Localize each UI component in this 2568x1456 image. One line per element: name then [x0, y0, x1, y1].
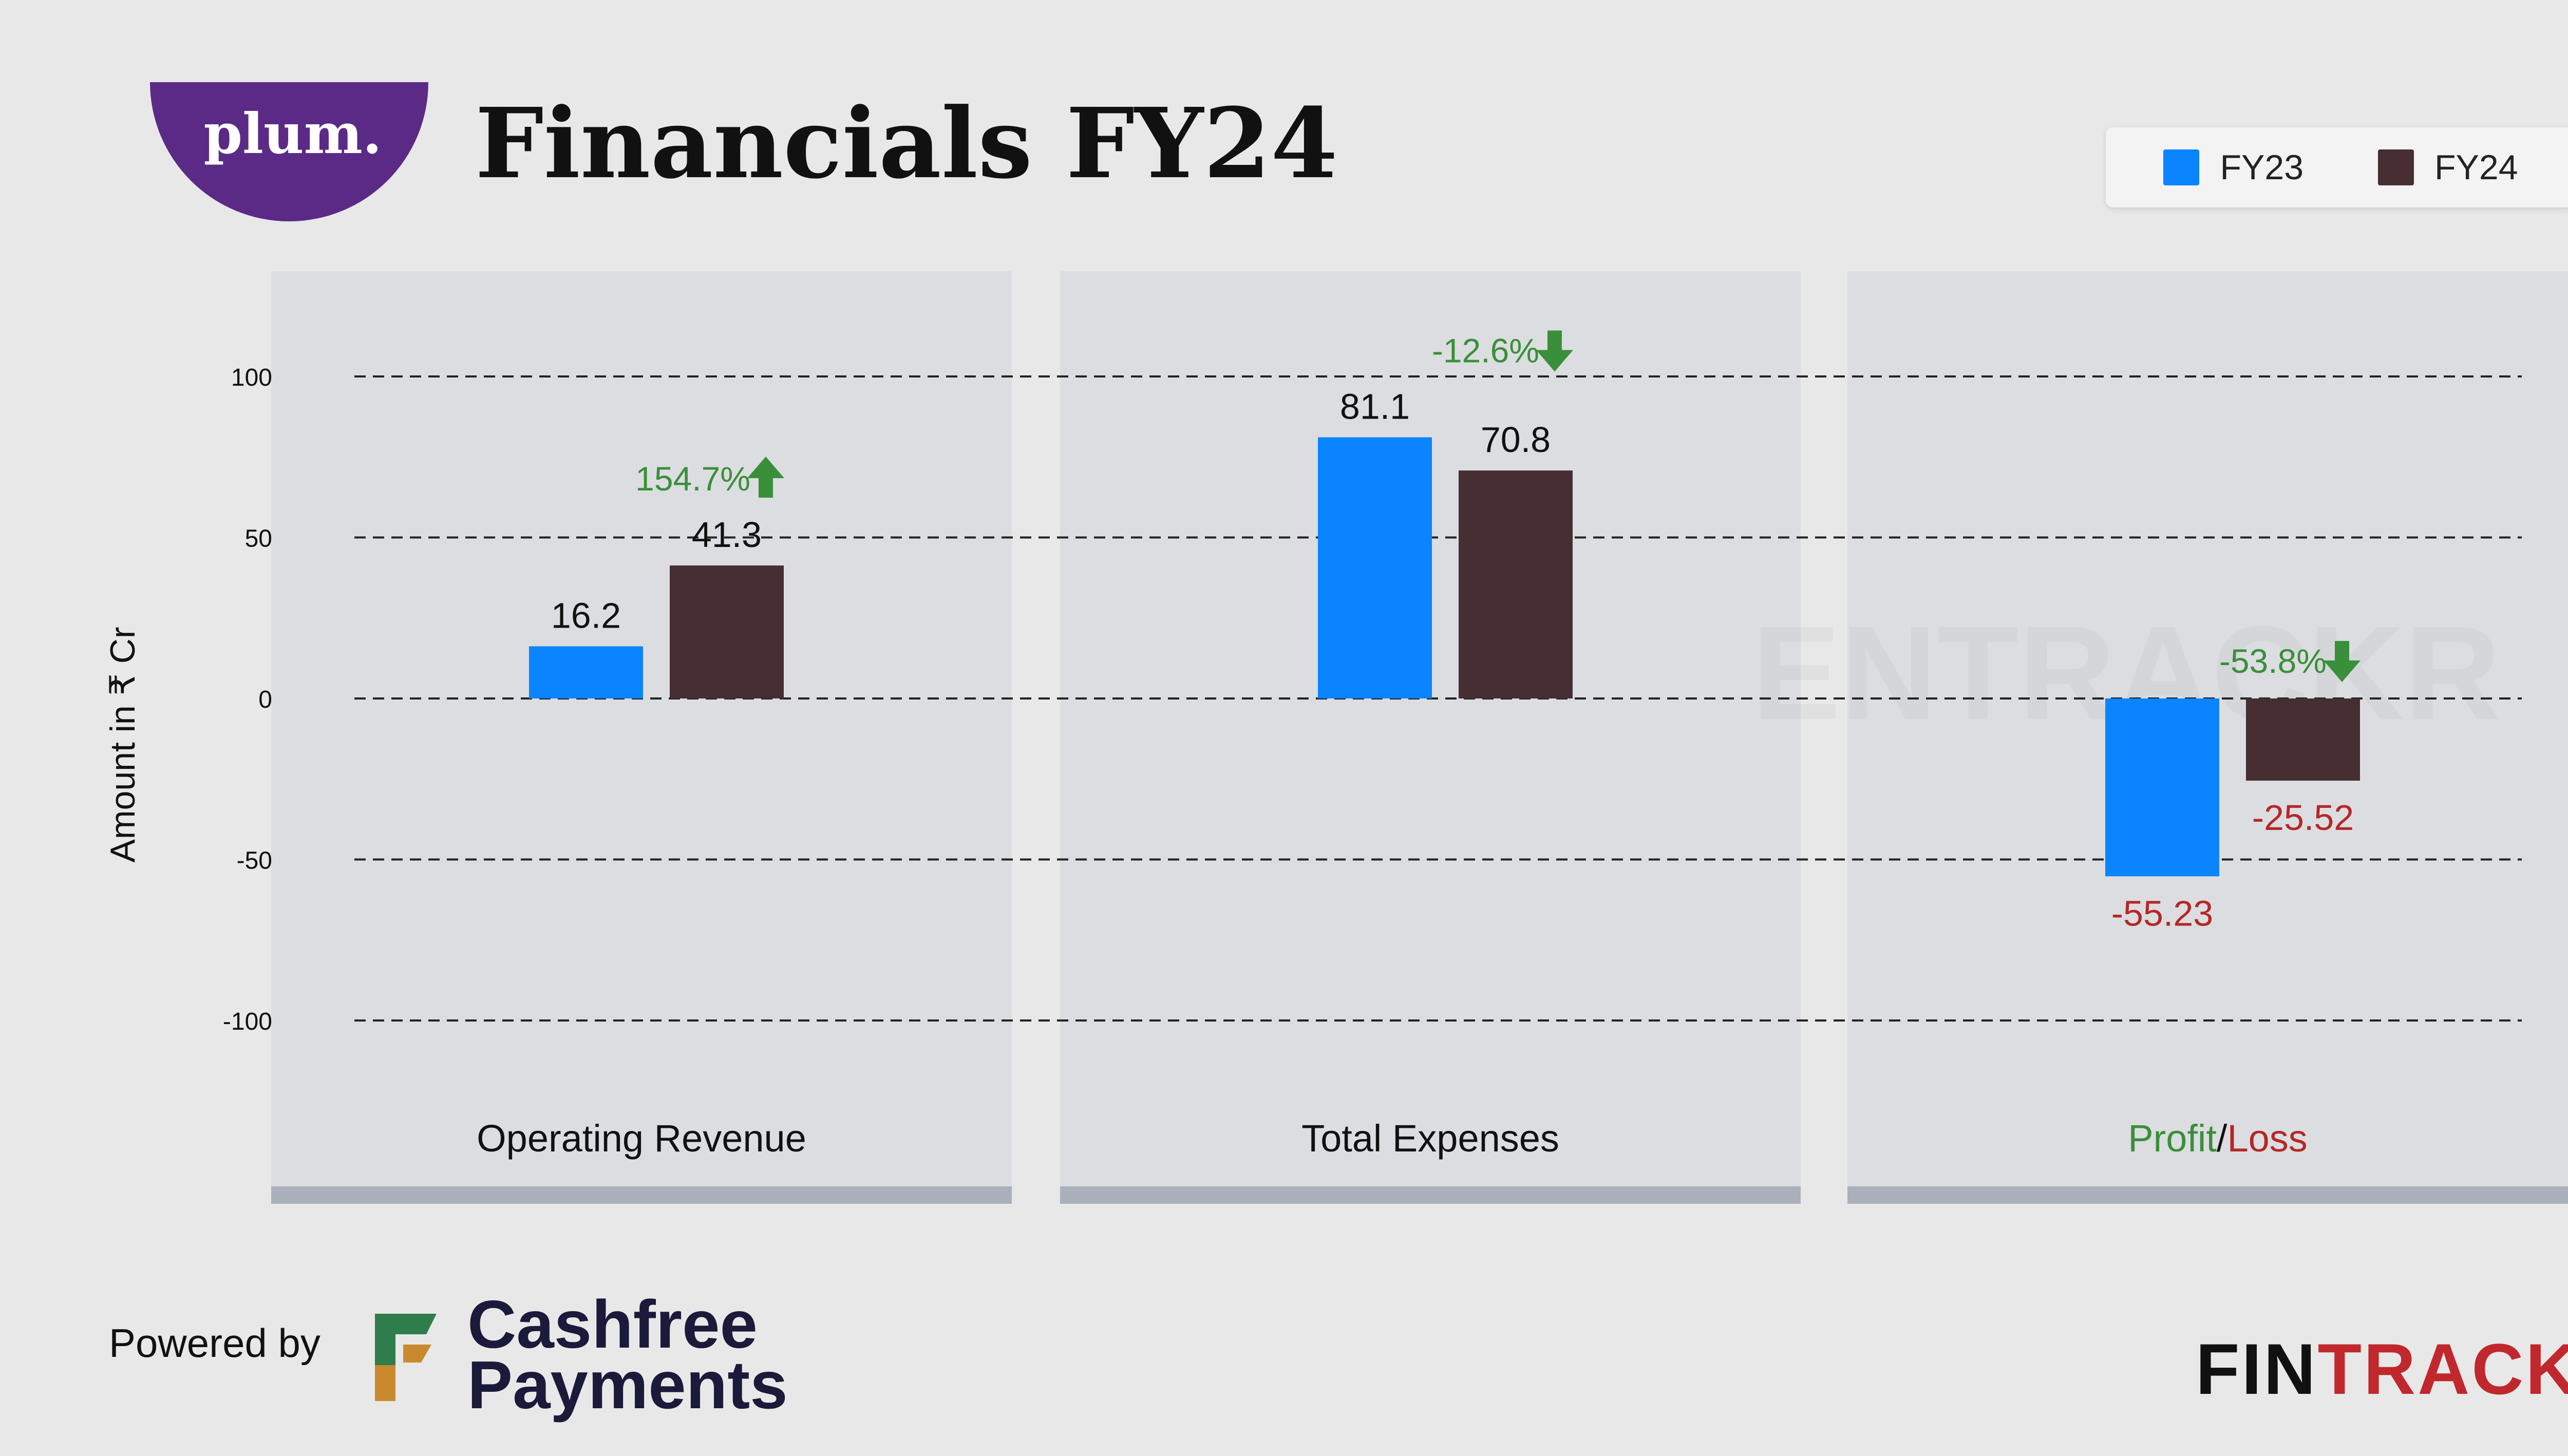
- bar-value-label: 70.8: [1481, 420, 1551, 460]
- bar-fy24: [2246, 698, 2360, 781]
- arrow-up-icon: [747, 457, 784, 498]
- chart-panel: [1060, 271, 1801, 1186]
- change-label: -53.8%: [2219, 642, 2327, 680]
- bar-fy24: [670, 565, 784, 698]
- chart-panel: [271, 271, 1012, 1186]
- bar-value-label: -55.23: [2111, 893, 2213, 933]
- bar-fy23: [1318, 437, 1432, 698]
- y-tick-label: 50: [245, 525, 272, 553]
- chart-panel-base: [1847, 1186, 2568, 1204]
- y-tick-label: -100: [223, 1008, 272, 1035]
- arrow-down-icon: [2324, 641, 2361, 682]
- bar-fy23: [2105, 698, 2219, 877]
- bar-value-label: 81.1: [1340, 387, 1410, 427]
- legend: FY23 FY24: [2106, 127, 2568, 207]
- category-label: Total Expenses: [1301, 1117, 1559, 1160]
- cashfree-icon: [375, 1314, 437, 1401]
- y-tick-label: 100: [231, 364, 272, 391]
- fintrackr-trackr: TRACKR: [2317, 1329, 2568, 1409]
- chart-panel-base: [1060, 1186, 1801, 1204]
- page-title: Financials FY24: [475, 87, 1338, 200]
- y-tick-label: 0: [258, 686, 272, 713]
- chart-labels: 16.2 41.3 154.7% Operating Revenue 81.1 70.8 -…: [477, 330, 2361, 1160]
- chart-panel-base: [271, 1186, 1012, 1204]
- change-label: -12.6%: [1432, 332, 1539, 370]
- powered-by-text: Powered by: [109, 1320, 320, 1366]
- cashfree-line1: Cashfree: [467, 1287, 758, 1362]
- bar-fy24: [1459, 470, 1573, 698]
- cashfree-wordmark: Cashfree Payments: [467, 1287, 788, 1423]
- legend-label-fy24: FY24: [2434, 148, 2518, 187]
- category-label: Operating Revenue: [477, 1117, 806, 1160]
- chart-bars: [529, 437, 2360, 877]
- category-label: Profit/Loss: [2128, 1117, 2308, 1160]
- legend-item-fy23: FY23: [2163, 147, 2303, 187]
- bar-value-label: 41.3: [692, 515, 762, 555]
- legend-label-fy23: FY23: [2220, 148, 2304, 187]
- chart-panels: [271, 271, 2568, 1204]
- cashfree-logo: Cashfree Payments: [360, 1287, 788, 1423]
- legend-swatch-fy23: [2163, 149, 2200, 185]
- change-label: 154.7%: [635, 460, 750, 498]
- y-axis-title: Amount in ₹ Cr: [103, 627, 142, 863]
- bar-fy23: [529, 646, 643, 698]
- y-axis: 100 50 0 -50 -100 Amount in ₹ Cr: [103, 364, 272, 1035]
- legend-swatch-fy24: [2377, 149, 2414, 185]
- y-tick-label: -50: [237, 847, 272, 875]
- bar-value-label: -25.52: [2252, 798, 2354, 838]
- brand-logo-shape: [150, 82, 428, 221]
- cashfree-line2: Payments: [467, 1347, 788, 1423]
- bar-value-label: 16.2: [551, 595, 621, 635]
- brand-logo-text: plum.: [204, 102, 382, 166]
- fintrackr-fin: FIN: [2196, 1329, 2318, 1409]
- legend-item-fy24: FY24: [2377, 147, 2518, 187]
- fintrackr-logo: FINTRACKR: [2196, 1328, 2568, 1411]
- arrow-down-icon: [1536, 330, 1573, 372]
